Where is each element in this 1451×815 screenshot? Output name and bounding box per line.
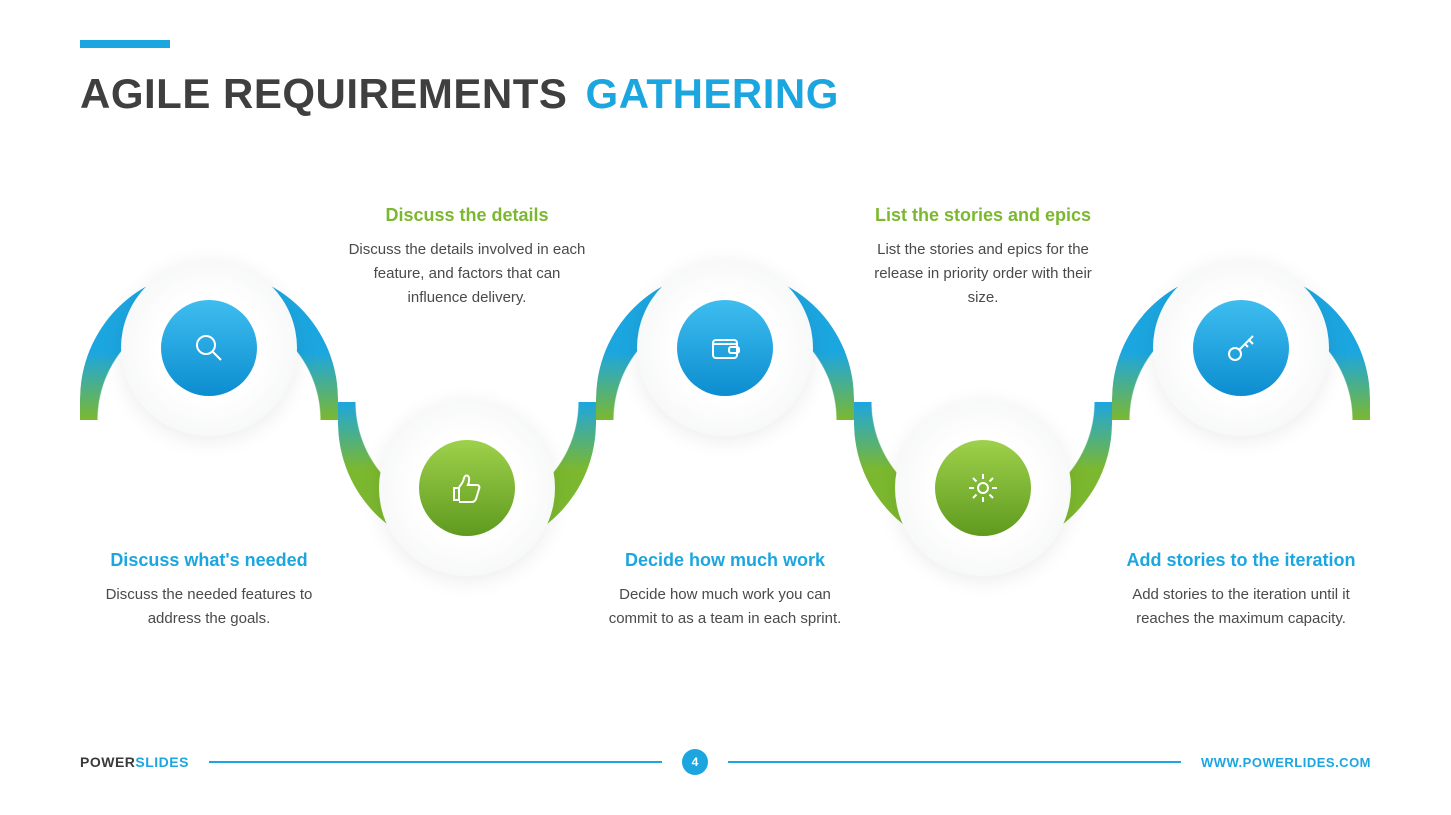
page-number-badge: 4 xyxy=(682,749,708,775)
footer-line-right xyxy=(728,761,1181,763)
wallet-icon xyxy=(677,300,773,396)
step-desc: Discuss the needed features to address t… xyxy=(84,583,334,631)
step-desc: Decide how much work you can commit to a… xyxy=(600,583,850,631)
node-step4 xyxy=(895,400,1071,576)
node-step5 xyxy=(1153,260,1329,436)
search-icon xyxy=(161,300,257,396)
footer-url: WWW.POWERLIDES.COM xyxy=(1201,755,1371,770)
step-text-step4: List the stories and epics List the stori… xyxy=(858,205,1108,310)
key-icon xyxy=(1193,300,1289,396)
page-title: AGILE REQUIREMENTS GATHERING xyxy=(80,70,839,118)
footer-brand: POWERSLIDES xyxy=(80,754,189,770)
step-title: Decide how much work xyxy=(600,550,850,571)
title-part1: AGILE REQUIREMENTS xyxy=(80,70,567,117)
title-part2: GATHERING xyxy=(586,70,839,117)
step-title: Add stories to the iteration xyxy=(1116,550,1366,571)
node-step3 xyxy=(637,260,813,436)
step-desc: Discuss the details involved in each fea… xyxy=(342,238,592,310)
footer-line-left xyxy=(209,761,662,763)
footer-brand-2: SLIDES xyxy=(135,754,189,770)
title-accent-bar xyxy=(80,40,170,48)
thumb-icon xyxy=(419,440,515,536)
step-title: List the stories and epics xyxy=(858,205,1108,226)
node-step2 xyxy=(379,400,555,576)
step-title: Discuss what's needed xyxy=(84,550,334,571)
step-text-step1: Discuss what's needed Discuss the needed … xyxy=(84,550,334,631)
gear-icon xyxy=(935,440,1031,536)
step-text-step5: Add stories to the iteration Add stories … xyxy=(1116,550,1366,631)
footer: POWERSLIDES 4 WWW.POWERLIDES.COM xyxy=(80,749,1371,775)
step-desc: List the stories and epics for the relea… xyxy=(858,238,1108,310)
step-title: Discuss the details xyxy=(342,205,592,226)
step-desc: Add stories to the iteration until it re… xyxy=(1116,583,1366,631)
footer-brand-1: POWER xyxy=(80,754,135,770)
step-text-step2: Discuss the details Discuss the details i… xyxy=(342,205,592,310)
process-wave: Discuss what's neededDiscuss the needed … xyxy=(80,270,1370,570)
node-step1 xyxy=(121,260,297,436)
step-text-step3: Decide how much work Decide how much work… xyxy=(600,550,850,631)
